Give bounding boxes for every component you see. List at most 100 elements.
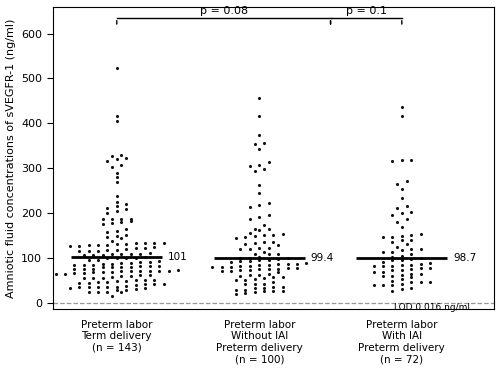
Point bbox=[250, 233, 258, 239]
Point bbox=[136, 251, 144, 257]
Point bbox=[379, 282, 387, 288]
Text: LOD 0.016 ng/ml: LOD 0.016 ng/ml bbox=[394, 303, 470, 312]
Point bbox=[407, 232, 415, 238]
Point bbox=[388, 212, 396, 218]
Point bbox=[141, 282, 149, 287]
Point bbox=[80, 252, 88, 258]
Point bbox=[104, 205, 112, 211]
Point bbox=[150, 281, 158, 287]
Point bbox=[264, 226, 272, 232]
Point bbox=[284, 265, 292, 271]
Point bbox=[388, 239, 396, 245]
Point bbox=[270, 285, 278, 290]
Point bbox=[98, 216, 106, 222]
Point bbox=[127, 216, 135, 222]
Point bbox=[260, 249, 268, 255]
Point bbox=[122, 246, 130, 252]
Point bbox=[113, 113, 121, 119]
Point bbox=[393, 182, 401, 188]
Point bbox=[256, 191, 264, 196]
Point bbox=[122, 287, 130, 293]
Point bbox=[407, 279, 415, 285]
Point bbox=[94, 248, 102, 253]
Point bbox=[402, 178, 410, 184]
Point bbox=[284, 255, 292, 261]
Point bbox=[108, 275, 116, 280]
Point bbox=[256, 182, 264, 188]
Point bbox=[108, 293, 116, 299]
Point bbox=[398, 272, 406, 278]
Point bbox=[122, 155, 130, 161]
Point bbox=[218, 268, 226, 274]
Point bbox=[250, 226, 258, 232]
Point bbox=[398, 186, 406, 192]
Point bbox=[260, 166, 268, 172]
Point bbox=[155, 268, 163, 273]
Point bbox=[118, 219, 126, 225]
Point bbox=[227, 268, 235, 274]
Point bbox=[80, 270, 88, 276]
Point bbox=[274, 242, 282, 248]
Text: 101: 101 bbox=[168, 252, 188, 262]
Point bbox=[113, 278, 121, 284]
Point bbox=[260, 288, 268, 294]
Point bbox=[84, 289, 92, 295]
Point bbox=[84, 284, 92, 290]
Point bbox=[208, 264, 216, 270]
Point bbox=[104, 209, 112, 215]
Point bbox=[260, 140, 268, 146]
Point bbox=[155, 263, 163, 269]
Point bbox=[260, 285, 268, 290]
Point bbox=[84, 257, 92, 263]
Point bbox=[407, 252, 415, 258]
Point bbox=[127, 264, 135, 270]
Point bbox=[256, 214, 264, 220]
Point bbox=[264, 212, 272, 218]
Point bbox=[388, 267, 396, 273]
Point bbox=[302, 260, 310, 266]
Point bbox=[94, 284, 102, 290]
Point bbox=[146, 263, 154, 269]
Point bbox=[236, 263, 244, 269]
Point bbox=[398, 104, 406, 110]
Point bbox=[256, 262, 264, 268]
Point bbox=[260, 239, 268, 245]
Point bbox=[250, 276, 258, 282]
Point bbox=[66, 243, 74, 249]
Point bbox=[146, 259, 154, 265]
Point bbox=[407, 272, 415, 278]
Point bbox=[108, 261, 116, 267]
Point bbox=[98, 261, 106, 267]
Point bbox=[127, 273, 135, 279]
Point bbox=[113, 193, 121, 199]
Point bbox=[256, 254, 264, 260]
Point bbox=[75, 280, 83, 286]
Point bbox=[246, 258, 254, 264]
Point bbox=[136, 259, 144, 265]
Point bbox=[241, 282, 249, 287]
Point bbox=[379, 234, 387, 240]
Point bbox=[264, 245, 272, 251]
Point bbox=[141, 245, 149, 250]
Point bbox=[260, 232, 268, 238]
Point bbox=[379, 269, 387, 275]
Point bbox=[90, 275, 98, 281]
Point bbox=[160, 239, 168, 245]
Point bbox=[407, 262, 415, 268]
Point bbox=[113, 287, 121, 293]
Point bbox=[402, 216, 410, 222]
Point bbox=[232, 277, 240, 283]
Point bbox=[98, 252, 106, 258]
Point bbox=[398, 247, 406, 253]
Point bbox=[150, 240, 158, 246]
Point bbox=[246, 267, 254, 273]
Point bbox=[118, 216, 126, 222]
Point bbox=[407, 246, 415, 252]
Point bbox=[94, 289, 102, 295]
Point bbox=[122, 201, 130, 207]
Point bbox=[370, 263, 378, 269]
Point bbox=[94, 257, 102, 263]
Point bbox=[416, 265, 424, 271]
Point bbox=[227, 259, 235, 265]
Point bbox=[388, 273, 396, 279]
